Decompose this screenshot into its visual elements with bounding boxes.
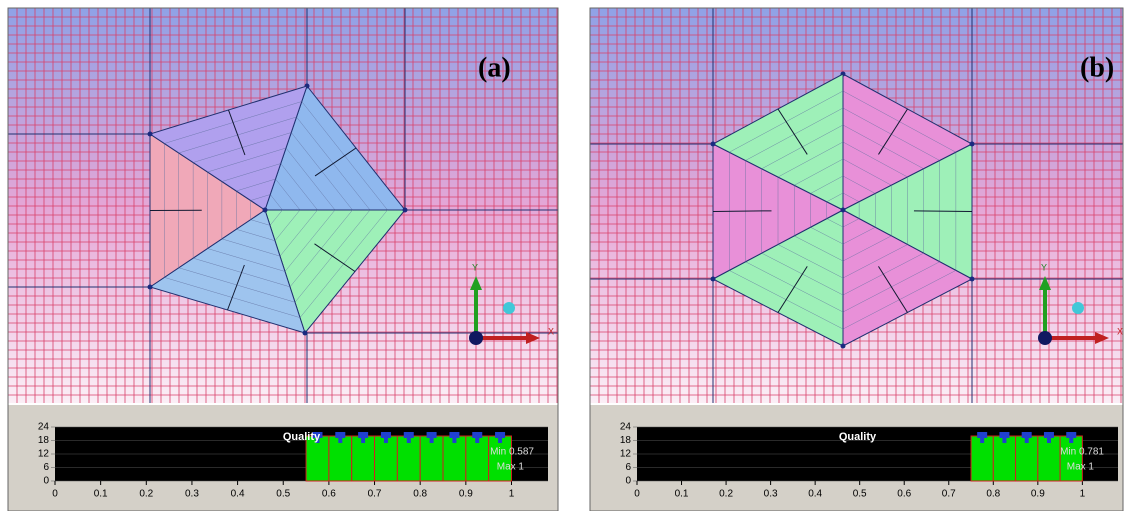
max-label: Max 1 xyxy=(497,462,525,473)
x-tick-label: 0.5 xyxy=(276,489,290,500)
axis-label: X xyxy=(1117,326,1123,336)
max-label: Max 1 xyxy=(1067,462,1095,473)
y-tick-label: 0 xyxy=(625,476,631,487)
x-tick-label: 0 xyxy=(634,489,640,500)
axis-label: Y xyxy=(1041,262,1047,272)
node xyxy=(711,277,716,282)
x-tick-label: 0.9 xyxy=(459,489,473,500)
axis-label: X xyxy=(548,326,554,336)
node xyxy=(263,208,268,213)
x-tick-label: 0.2 xyxy=(139,489,153,500)
histogram-title: Quality xyxy=(839,431,877,443)
y-tick-label: 6 xyxy=(43,462,49,473)
axis-label: Y xyxy=(472,262,478,272)
y-tick-label: 6 xyxy=(625,462,631,473)
x-tick-label: 0.4 xyxy=(808,489,822,500)
node xyxy=(711,142,716,147)
node xyxy=(148,285,153,290)
x-tick-label: 0.8 xyxy=(413,489,427,500)
x-tick-label: 1 xyxy=(509,489,515,500)
x-tick-label: 0.2 xyxy=(719,489,733,500)
x-tick-label: 0.5 xyxy=(853,489,867,500)
panel-label: (a) xyxy=(478,52,511,83)
node xyxy=(970,142,975,147)
screenshot: (a) Y X 0 6 12 18 24 0 0.1 0.2 0.3 0.4 0.5 0.6 0.7 0.8 0.… xyxy=(0,0,1131,511)
node xyxy=(403,208,408,213)
x-tick-label: 1 xyxy=(1080,489,1086,500)
x-tick-label: 0.6 xyxy=(897,489,911,500)
node xyxy=(303,331,308,336)
x-tick-label: 0.1 xyxy=(94,489,108,500)
min-label: Min 0.587 xyxy=(490,447,534,458)
x-tick-label: 0.6 xyxy=(322,489,336,500)
y-tick-label: 12 xyxy=(620,449,632,460)
panel: (b) Y X 0 6 12 18 24 0 0.1 0.2 0.3 0.4 0.5 0.6 0.7 0.8 0.… xyxy=(590,8,1123,511)
y-tick-label: 24 xyxy=(620,422,632,433)
y-tick-label: 18 xyxy=(620,435,632,446)
histogram-title: Quality xyxy=(283,431,321,443)
panel-label: (b) xyxy=(1080,52,1114,83)
node xyxy=(970,277,975,282)
y-tick-label: 12 xyxy=(38,449,50,460)
origin xyxy=(469,331,483,345)
sphere xyxy=(503,302,515,314)
x-tick-label: 0.3 xyxy=(764,489,778,500)
x-tick-label: 0.7 xyxy=(942,489,956,500)
patch-edge xyxy=(914,211,972,212)
y-tick-label: 0 xyxy=(43,476,49,487)
x-tick-label: 0.8 xyxy=(986,489,1000,500)
y-tick-label: 24 xyxy=(38,422,50,433)
node xyxy=(841,208,846,213)
min-label: Min 0.781 xyxy=(1060,447,1104,458)
origin xyxy=(1038,331,1052,345)
node xyxy=(148,132,153,137)
x-tick-label: 0.9 xyxy=(1031,489,1045,500)
panel: (a) Y X 0 6 12 18 24 0 0.1 0.2 0.3 0.4 0.5 0.6 0.7 0.8 0.… xyxy=(8,8,558,511)
x-tick-label: 0 xyxy=(52,489,58,500)
node xyxy=(841,344,846,349)
x-tick-label: 0.1 xyxy=(675,489,689,500)
patch-edge xyxy=(713,211,772,212)
y-tick-label: 18 xyxy=(38,435,50,446)
sphere xyxy=(1072,302,1084,314)
x-tick-label: 0.7 xyxy=(368,489,382,500)
x-tick-label: 0.3 xyxy=(185,489,199,500)
x-tick-label: 0.4 xyxy=(231,489,245,500)
